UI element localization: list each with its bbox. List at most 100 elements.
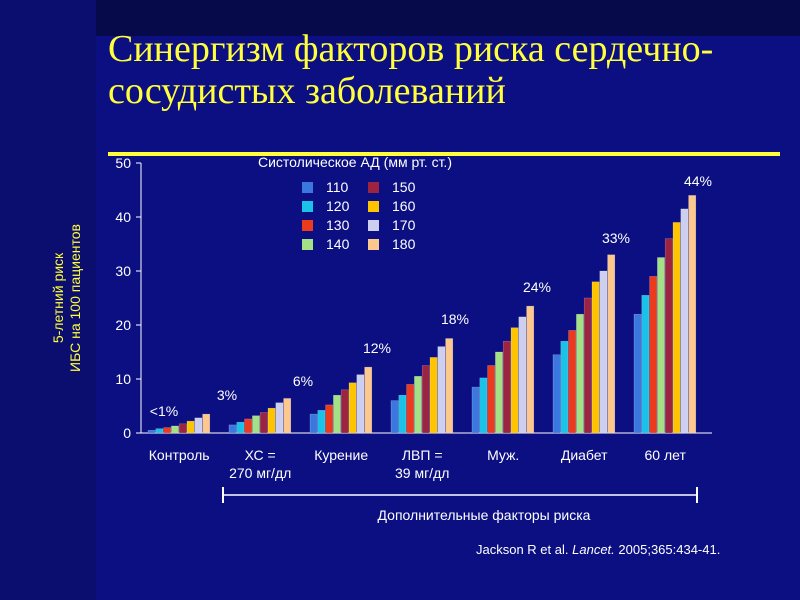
bar	[236, 421, 245, 434]
percent-annotation: <1%	[150, 403, 178, 419]
bar	[526, 305, 535, 434]
bar	[552, 354, 561, 434]
bar	[414, 376, 422, 434]
percent-annotation: 44%	[684, 173, 712, 189]
category-label: 270 мг/дл	[229, 465, 291, 481]
bar	[649, 276, 658, 434]
citation: Jackson R et al. Lancet. 2005;365:434-41…	[476, 542, 720, 557]
bar	[340, 389, 349, 434]
bar	[471, 386, 480, 434]
bar	[479, 377, 488, 434]
bar	[487, 365, 496, 434]
bar	[398, 394, 407, 434]
percent-annotation: 33%	[602, 230, 630, 246]
citation-details: 2005;365:434-41.	[618, 542, 721, 557]
bar	[672, 222, 681, 434]
bar	[657, 257, 665, 434]
category-label: ХС =	[245, 447, 276, 463]
bar	[421, 365, 430, 434]
bar	[568, 330, 577, 434]
bar	[429, 357, 438, 434]
bar	[502, 340, 511, 434]
bar	[186, 420, 195, 434]
legend-swatch	[368, 220, 379, 231]
bar	[406, 384, 415, 434]
bar	[325, 404, 334, 434]
bar	[591, 281, 600, 434]
legend-swatch	[368, 182, 379, 193]
citation-authors: Jackson R et al.	[476, 542, 569, 557]
bar	[641, 295, 650, 434]
category-label: Курение	[314, 447, 368, 463]
bar	[599, 270, 608, 434]
bar	[163, 427, 172, 434]
percent-annotation: 12%	[363, 340, 391, 356]
category-label: 39 мг/дл	[395, 465, 449, 481]
percent-annotation: 24%	[523, 279, 551, 295]
legend-swatch	[302, 182, 313, 193]
bar	[309, 413, 318, 434]
percent-annotation: 18%	[441, 311, 469, 327]
bar	[680, 208, 689, 434]
bar	[607, 254, 616, 434]
legend-swatch	[368, 201, 379, 212]
bar	[583, 297, 592, 434]
citation-journal: Lancet.	[572, 542, 615, 557]
bar	[364, 366, 373, 434]
bracket-label: Дополнительные факторы риска	[378, 507, 591, 523]
bar	[633, 313, 642, 434]
category-label: Муж.	[487, 447, 519, 463]
legend-label: 130	[326, 217, 350, 233]
bar	[147, 430, 156, 434]
y-tick-label: 30	[115, 263, 131, 279]
y-tick-label: 40	[115, 209, 131, 225]
decorative-side-strip	[0, 0, 96, 600]
bar	[228, 424, 237, 434]
category-label: Контроль	[149, 447, 210, 463]
bar	[445, 338, 454, 434]
percent-annotation: 3%	[217, 387, 237, 403]
bar	[202, 413, 211, 434]
legend-label: 140	[326, 236, 350, 252]
y-tick-label: 10	[115, 371, 131, 387]
y-axis-label: 5-летний риск	[50, 252, 66, 343]
slide-title: Синергизм факторов риска сердечно-сосуди…	[108, 28, 714, 112]
y-tick-label: 20	[115, 317, 131, 333]
bar	[495, 351, 503, 434]
bar	[688, 195, 697, 434]
bar	[283, 398, 292, 434]
bar	[178, 423, 187, 434]
bar	[267, 407, 276, 434]
title-underline	[108, 152, 780, 156]
percent-annotation: 6%	[293, 373, 313, 389]
y-tick-label: 50	[115, 155, 131, 171]
legend-label: 170	[392, 217, 416, 233]
y-axis-label: ИБС на 100 пациентов	[67, 224, 83, 372]
y-tick-label: 0	[123, 425, 131, 441]
category-label: 60 лет	[645, 447, 687, 463]
bar	[155, 428, 164, 434]
legend-label: 150	[392, 179, 416, 195]
legend-title: Систолическое АД (мм рт. ст.)	[258, 154, 452, 170]
bar	[348, 382, 357, 434]
bar	[510, 327, 519, 434]
category-label: ЛВП =	[402, 447, 443, 463]
bar	[259, 412, 268, 434]
legend-swatch	[302, 239, 313, 250]
bar	[356, 374, 365, 434]
bar	[317, 410, 326, 434]
legend-swatch	[302, 220, 313, 231]
legend-label: 110	[326, 179, 349, 195]
bar	[664, 238, 673, 434]
bar	[576, 313, 584, 434]
category-label: Диабет	[561, 447, 608, 463]
legend-label: 160	[392, 198, 416, 214]
legend-label: 180	[392, 236, 416, 252]
decorative-top-band	[96, 0, 800, 36]
bar	[437, 346, 446, 434]
bar	[171, 425, 179, 434]
legend-swatch	[302, 201, 313, 212]
legend-label: 120	[326, 198, 350, 214]
legend-swatch	[368, 239, 379, 250]
